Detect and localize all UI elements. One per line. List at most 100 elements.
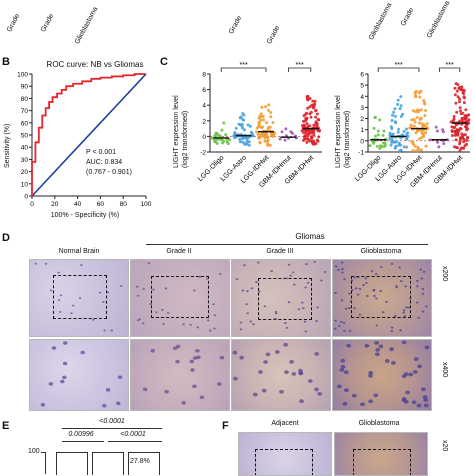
dotplot-left-point — [215, 141, 219, 145]
cell-nucleus — [175, 359, 180, 364]
col-normal-brain: Normal Brain — [58, 248, 100, 255]
cell-nucleus — [304, 330, 308, 333]
cell-nucleus — [213, 327, 216, 330]
dotplot-right-point — [391, 132, 395, 136]
dotplot-left-point — [210, 136, 214, 140]
cell-nucleus — [364, 277, 368, 280]
cell-nucleus — [195, 348, 200, 353]
dotplot-right-point — [389, 140, 393, 144]
dotplot-right-point — [402, 130, 406, 134]
dotplot-right-point — [368, 144, 372, 148]
pvalue-mid-2: <0.0001 — [120, 431, 146, 438]
dotplot-right-point — [461, 136, 465, 140]
cell-nucleus — [274, 310, 278, 313]
dotplot-left-point — [256, 132, 260, 136]
cell-nucleus — [416, 403, 422, 408]
dotplot-left-point — [278, 137, 282, 141]
cell-nucleus — [98, 291, 102, 294]
cell-nucleus — [354, 287, 358, 290]
cell-nucleus — [337, 324, 341, 327]
cell-nucleus — [416, 301, 419, 304]
dotplot-right-point — [416, 128, 420, 132]
cell-nucleus — [423, 403, 429, 408]
dotplot-left-point — [247, 140, 251, 144]
dotplot-right-point — [461, 91, 465, 95]
cell-nucleus — [40, 403, 46, 407]
dotplot-right-point — [413, 94, 417, 98]
dotplot-right-point — [436, 140, 440, 144]
dotplot-right-point — [454, 138, 458, 142]
dotplot-left-point — [304, 117, 308, 121]
dotplot-left-point — [303, 136, 307, 140]
cell-nucleus — [252, 323, 255, 326]
cell-nucleus — [404, 285, 408, 288]
cell-nucleus — [301, 301, 304, 304]
roc-x-tick-label: 60 — [97, 201, 105, 208]
cell-nucleus — [291, 271, 295, 274]
cell-nucleus — [390, 262, 394, 265]
cell-nucleus — [120, 285, 123, 288]
cell-nucleus — [287, 263, 291, 266]
dotplot-left-point — [267, 103, 271, 107]
cell-nucleus — [370, 270, 374, 273]
dotplot-left-point — [308, 105, 312, 109]
dotplot-left-point — [224, 133, 228, 137]
cell-nucleus — [356, 276, 360, 279]
dotplot-right-point — [389, 125, 393, 129]
cell-nucleus — [348, 329, 352, 332]
cell-nucleus — [394, 315, 397, 318]
dotplot-right-point — [405, 145, 409, 149]
roc-y-tick-label: 50 — [21, 133, 29, 140]
dotplot-left-point — [312, 106, 316, 110]
dotplot-left-point — [290, 131, 294, 135]
panel-letter-c: C — [160, 56, 168, 68]
dotplot-right-point — [390, 113, 394, 117]
dotplot-left-point — [267, 108, 271, 112]
dotplot-right-point — [408, 126, 412, 130]
dotplot-right-point — [373, 134, 377, 138]
dotplot-right-point — [466, 135, 470, 139]
cell-nucleus — [142, 387, 148, 392]
cell-nucleus — [372, 289, 376, 292]
cell-nucleus — [285, 326, 289, 329]
micrograph-gbm-x200 — [332, 259, 432, 337]
dotplot-right-point — [435, 129, 439, 133]
cell-nucleus — [417, 364, 423, 369]
roc-ci: (0.767 - 0.901) — [86, 169, 132, 176]
dotplot-left-sig-bracket — [287, 67, 312, 72]
dotplot-left-point — [259, 112, 263, 116]
dotplot-left-point — [313, 102, 317, 106]
dotplot-left-point — [228, 138, 232, 142]
dotplot-right-point — [372, 126, 376, 130]
dotplot-right-point — [397, 127, 401, 131]
dotplot-right-point — [425, 121, 429, 125]
dotplot-left-point — [260, 115, 264, 119]
cell-nucleus — [235, 278, 239, 281]
cell-nucleus — [365, 281, 368, 284]
cell-nucleus — [401, 340, 407, 345]
dotplot-right-point — [393, 120, 397, 124]
pvalue-top: <0.0001 — [99, 418, 125, 425]
roc-y-tick-label: 60 — [21, 120, 29, 127]
roc-y-tick-label: 30 — [21, 157, 29, 164]
cell-nucleus — [78, 297, 82, 300]
cell-nucleus — [136, 294, 140, 297]
cell-nucleus — [390, 330, 394, 333]
cell-nucleus — [92, 318, 95, 321]
cell-nucleus — [212, 303, 215, 306]
dotplot-left-point — [316, 129, 320, 133]
dotplot-right-point — [392, 110, 396, 114]
cell-nucleus — [135, 285, 139, 288]
dotplot-right-point — [416, 145, 420, 149]
dotplot-left-point — [266, 128, 270, 132]
cell-nucleus — [313, 260, 317, 264]
cell-nucleus — [339, 368, 345, 372]
cell-nucleus — [172, 346, 178, 351]
cell-nucleus — [219, 355, 225, 360]
cell-nucleus — [166, 312, 170, 315]
micrograph-normal-x200 — [29, 259, 129, 337]
dotplot-right-point — [376, 129, 380, 133]
cell-nucleus — [59, 294, 63, 297]
roc-x-tick-label: 100 — [141, 201, 152, 208]
roc-p-value: P < 0.001 — [86, 149, 117, 156]
